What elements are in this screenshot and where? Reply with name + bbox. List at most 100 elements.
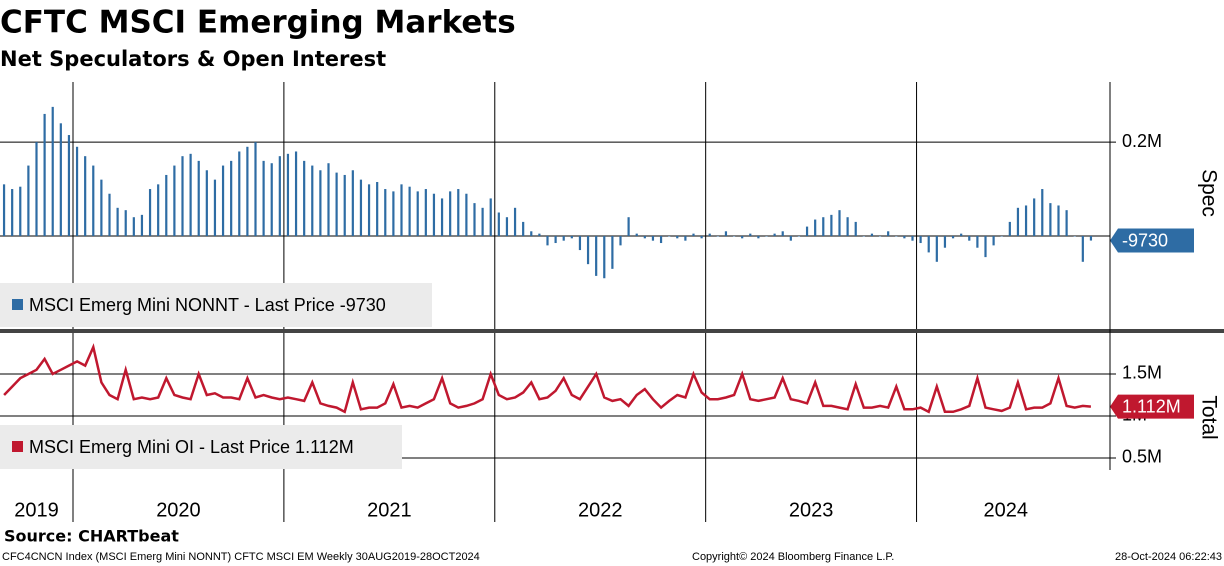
bar	[530, 231, 533, 236]
bar	[189, 153, 192, 236]
footer-left: CFC4CNCN Index (MSCI Emerg Mini NONNT) C…	[2, 551, 480, 563]
bar	[319, 170, 322, 236]
legend-swatch	[12, 441, 23, 452]
bar	[935, 235, 938, 262]
bar	[2, 184, 6, 236]
legend-box	[0, 425, 402, 469]
bar	[132, 217, 135, 236]
bar	[262, 160, 265, 236]
bar	[992, 235, 995, 246]
bar	[862, 235, 865, 237]
bar	[651, 235, 655, 241]
x-tick-label: 2022	[578, 499, 623, 521]
bar	[797, 235, 801, 237]
footer-center: Copyright© 2024 Bloomberg Finance L.P.	[692, 551, 894, 563]
bar	[343, 174, 346, 236]
bar	[43, 113, 46, 236]
bar	[1008, 221, 1011, 236]
bar	[887, 231, 890, 236]
bar	[392, 191, 395, 236]
bar	[700, 235, 703, 239]
bar	[481, 207, 484, 236]
bar	[538, 233, 541, 236]
bar	[59, 123, 62, 236]
bar	[976, 235, 979, 248]
bar	[270, 163, 273, 236]
bar	[878, 235, 882, 237]
bar	[781, 231, 784, 236]
bar	[35, 142, 38, 236]
bar	[75, 146, 79, 236]
bar	[140, 214, 144, 236]
bar	[440, 198, 444, 236]
x-tick-label: 2019	[14, 499, 59, 521]
last-value-box	[1110, 228, 1194, 253]
bar	[489, 198, 492, 236]
bar	[814, 219, 817, 236]
last-value-label: -9730	[1122, 230, 1168, 250]
bar	[376, 181, 379, 236]
bar	[27, 165, 30, 236]
bar	[465, 193, 468, 236]
legend-swatch	[12, 299, 23, 310]
chart-title: CFTC MSCI Emerging Markets	[0, 5, 516, 41]
bar	[449, 191, 452, 236]
bar	[11, 189, 14, 236]
bar	[278, 156, 281, 236]
bar	[919, 235, 922, 244]
bar	[205, 170, 208, 236]
bar	[927, 235, 930, 253]
bar	[157, 184, 160, 236]
chart-subtitle: Net Speculators & Open Interest	[0, 47, 386, 71]
bar	[294, 151, 298, 236]
y-axis-label: Total	[1197, 395, 1220, 439]
bar	[384, 189, 387, 236]
bar	[830, 214, 833, 236]
bar	[1073, 235, 1076, 237]
bar	[327, 163, 330, 236]
bar	[335, 172, 338, 236]
bar	[570, 235, 573, 239]
bar	[522, 221, 525, 236]
bar	[951, 235, 955, 239]
bar	[627, 217, 630, 236]
bar	[286, 153, 290, 236]
bar	[124, 210, 127, 236]
bar	[838, 210, 841, 236]
x-tick-label: 2021	[367, 499, 412, 521]
bar	[303, 160, 306, 236]
bar	[895, 235, 898, 237]
bar	[943, 235, 947, 248]
bar	[1000, 235, 1003, 237]
last-value-label: 1.112M	[1122, 396, 1181, 416]
bar	[359, 179, 363, 236]
bar	[659, 235, 663, 244]
x-tick-label: 2023	[789, 499, 834, 521]
bar	[676, 235, 679, 239]
bar	[367, 184, 371, 236]
last-value-box	[1110, 394, 1194, 419]
y-tick-label: 0.5M	[1122, 447, 1162, 467]
legend-label: MSCI Emerg Mini NONNT - Last Price -9730	[29, 295, 386, 315]
y-tick-label: 1.5M	[1122, 363, 1162, 383]
bar	[741, 235, 744, 239]
bar	[732, 235, 736, 237]
line	[3, 343, 1092, 414]
bar	[230, 160, 233, 236]
bar	[724, 231, 728, 236]
bar	[1041, 189, 1044, 236]
bar	[100, 179, 103, 236]
bar	[968, 235, 971, 241]
y-axis-label: Spec	[1197, 169, 1220, 217]
bar	[181, 156, 184, 236]
bar	[595, 235, 598, 276]
bar	[805, 226, 809, 236]
bar	[684, 235, 687, 241]
bar	[221, 165, 225, 236]
bar	[562, 235, 565, 241]
bar	[457, 189, 460, 236]
bar	[911, 235, 914, 241]
bar	[497, 212, 500, 236]
bar	[197, 160, 200, 236]
